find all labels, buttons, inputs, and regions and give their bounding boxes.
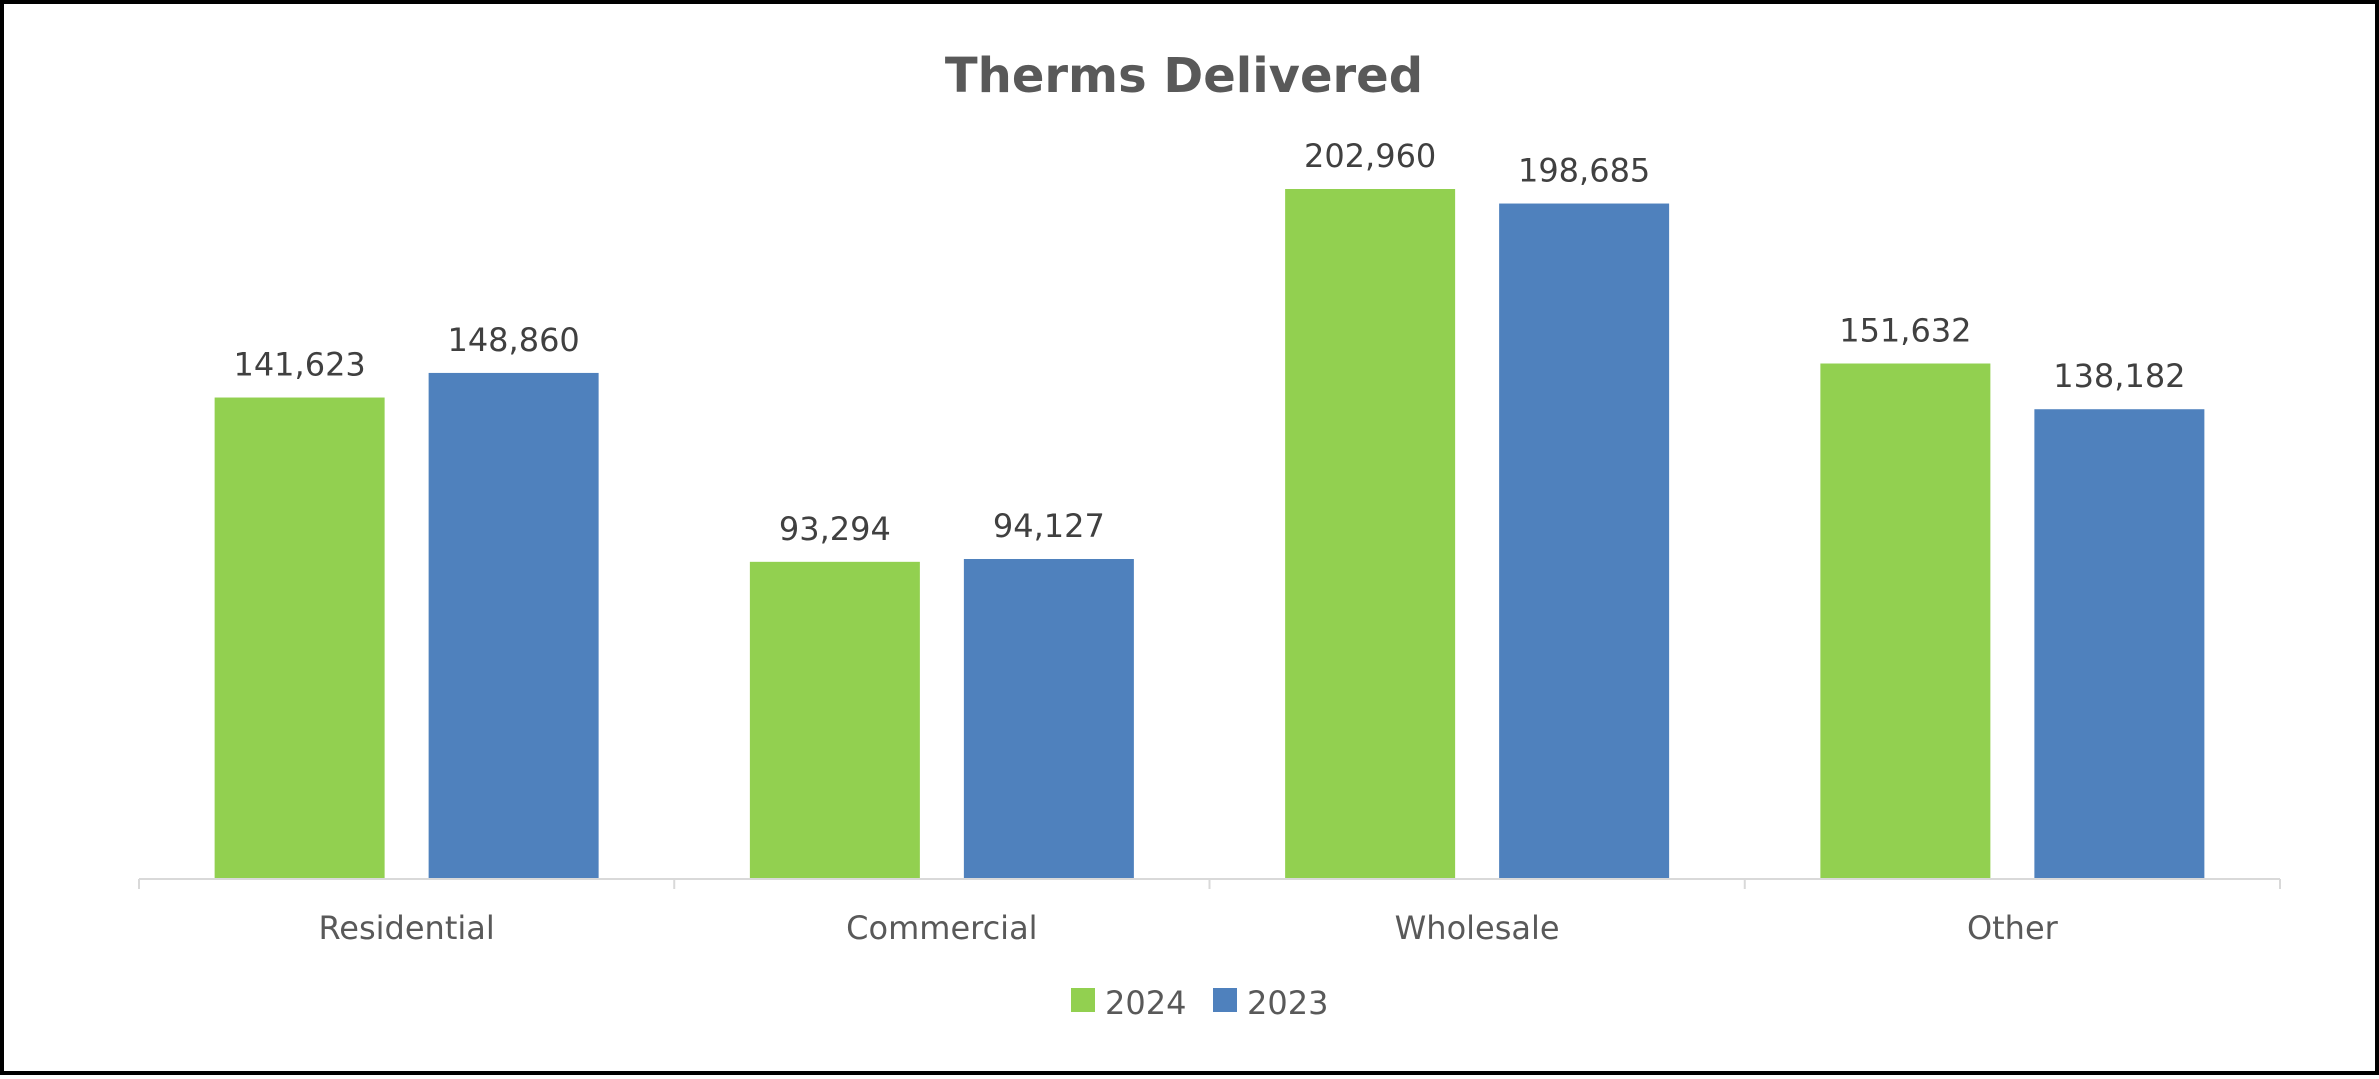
legend: 2024 2023 xyxy=(1071,984,1328,1022)
legend-swatch-2023 xyxy=(1213,988,1237,1012)
bars-group: 141,623 148,860 93,294 94,127 202,960 198,685… xyxy=(214,137,2205,880)
bar-commercial-2023 xyxy=(963,558,1134,879)
bar-wholesale-2024 xyxy=(1285,189,1456,879)
data-label-wholesale-2024: 202,960 xyxy=(1304,137,1436,175)
x-tick-label-commercial: Commercial xyxy=(846,909,1037,947)
data-label-commercial-2023: 94,127 xyxy=(993,507,1105,545)
bar-chart: Therms Delivered 141,623 148,860 93,294 94,… xyxy=(138,48,2281,1022)
bar-commercial-2024 xyxy=(749,561,920,879)
bar-wholesale-2023 xyxy=(1499,203,1670,880)
bar-other-2023 xyxy=(2034,409,2205,879)
x-axis: Residential Commercial Wholesale Other xyxy=(138,878,2281,947)
legend-swatch-2024 xyxy=(1071,988,1095,1012)
x-tick-label-other: Other xyxy=(1967,909,2059,947)
x-tick-label-wholesale: Wholesale xyxy=(1395,909,1560,947)
data-label-residential-2023: 148,860 xyxy=(447,321,579,359)
bar-other-2024 xyxy=(1820,363,1991,879)
data-label-commercial-2024: 93,294 xyxy=(779,510,891,548)
chart-title: Therms Delivered xyxy=(945,48,1423,104)
data-label-residential-2024: 141,623 xyxy=(233,346,365,384)
legend-label-2023: 2023 xyxy=(1247,984,1328,1022)
data-label-wholesale-2023: 198,685 xyxy=(1518,152,1650,190)
legend-label-2024: 2024 xyxy=(1105,984,1186,1022)
data-label-other-2023: 138,182 xyxy=(2053,357,2185,395)
bar-residential-2024 xyxy=(214,397,385,879)
x-tick-label-residential: Residential xyxy=(318,909,494,947)
data-label-other-2024: 151,632 xyxy=(1839,311,1971,349)
bar-residential-2023 xyxy=(428,372,599,879)
